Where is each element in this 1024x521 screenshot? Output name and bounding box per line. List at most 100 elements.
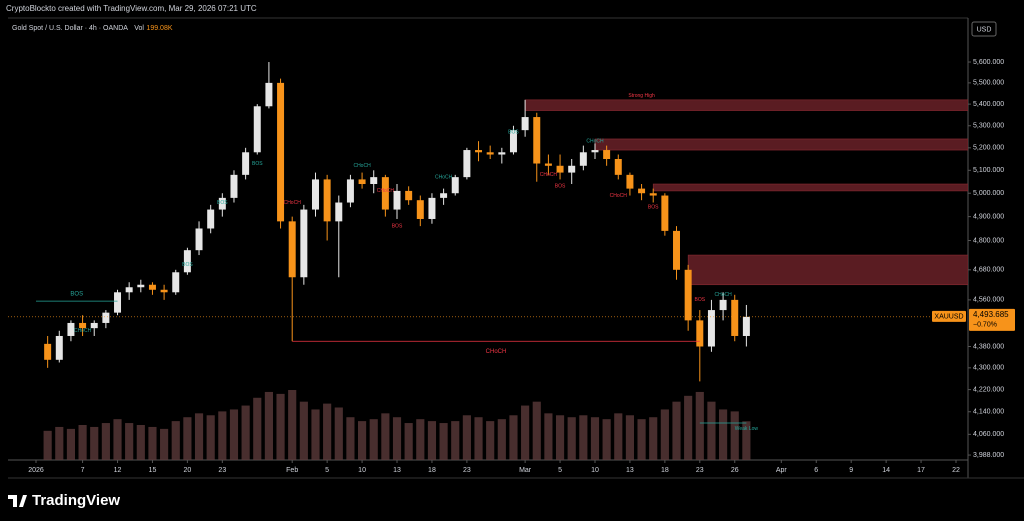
candle-body (102, 312, 110, 323)
volume-bar (334, 407, 343, 460)
symbol: Gold Spot / U.S. Dollar · 4h · OANDA (12, 25, 128, 32)
candle-body (207, 209, 215, 229)
annotation: BOS (555, 184, 566, 190)
annotation: CHoCH (540, 172, 558, 178)
volume-bar (206, 415, 215, 460)
x-tick-label: 6 (814, 467, 818, 474)
candle-body (696, 320, 704, 347)
candle-body (393, 190, 401, 210)
candle-body (707, 310, 715, 347)
currency[interactable]: USD (977, 26, 992, 33)
candle-body (626, 174, 634, 189)
candle-body (486, 152, 494, 155)
x-tick-label: 7 (81, 467, 85, 474)
candle-body (346, 179, 354, 203)
x-tick-label: Feb (286, 467, 298, 474)
x-tick-label: 10 (591, 467, 599, 474)
candle-body (719, 299, 727, 311)
volume-bar (229, 409, 239, 460)
x-tick-label: 12 (114, 467, 122, 474)
volume-bar (684, 395, 693, 460)
annotation: CHoCH (74, 328, 92, 334)
volume-bar (125, 423, 134, 460)
annotation: CHoCH (377, 188, 395, 194)
ticker: XAUUSD (934, 314, 963, 321)
last-price: 4,493.685 (973, 310, 1009, 319)
price-change: −0.70% (973, 322, 997, 329)
annotation: CHoCH (284, 200, 302, 206)
annotation: Strong High (628, 93, 655, 99)
volume-bar (602, 419, 611, 460)
candle-body (277, 82, 285, 222)
volume-bar (55, 426, 64, 460)
volume-bar (323, 403, 332, 460)
brand: TradingView (32, 492, 120, 509)
volume-bar (101, 423, 110, 460)
annotation: BOS (648, 205, 659, 211)
volume-bar (369, 419, 378, 460)
candle-body (323, 179, 331, 222)
y-tick-label: 4,060.000 (973, 431, 1004, 438)
candle-body (649, 193, 657, 196)
x-tick-label: Apr (776, 467, 788, 474)
candle-body (183, 250, 191, 273)
candle-body (742, 316, 750, 336)
candle-body (638, 188, 646, 194)
x-tick-label: 14 (882, 467, 890, 474)
x-tick-label: 5 (325, 467, 329, 474)
volume-bar (451, 421, 460, 460)
annotation: CHoCH (714, 292, 732, 298)
candle-body (230, 174, 238, 198)
candle-body (509, 130, 517, 153)
logo-icon (8, 495, 27, 507)
volume-bar (474, 417, 483, 460)
candle-body (416, 200, 424, 219)
y-tick-label: 4,220.000 (973, 386, 1004, 393)
volume-bar (194, 413, 204, 460)
volume-bar (742, 421, 751, 460)
candle-body (463, 150, 471, 178)
candle-body (614, 159, 622, 175)
volume-bar (392, 417, 402, 460)
candle-body (358, 179, 366, 185)
currency-box[interactable] (971, 21, 997, 37)
volume-bar (660, 409, 669, 460)
y-tick-label: 5,300.000 (973, 123, 1004, 130)
y-tick-label: 5,200.000 (973, 145, 1004, 152)
candle-body (684, 269, 692, 321)
volume-bar (241, 405, 250, 460)
annotation: BOS (182, 262, 193, 268)
candle-body (90, 322, 98, 329)
volume-bar (707, 401, 716, 460)
candle-body (440, 193, 448, 198)
volume-bar (171, 421, 180, 460)
volume-bar (381, 413, 390, 460)
volume-bar (439, 423, 448, 460)
candle-body (265, 82, 273, 107)
volume-bar (113, 419, 122, 460)
x-tick-label: 13 (626, 467, 634, 474)
volume-bar (43, 430, 52, 460)
supply-zone (594, 138, 968, 151)
candle-body (533, 117, 541, 164)
legend: Gold Spot / U.S. Dollar · 4h · OANDA Vol… (12, 25, 173, 32)
supply-zone (652, 183, 968, 192)
candle-body (114, 292, 122, 313)
volume-bar (311, 409, 320, 460)
volume-bar (299, 401, 308, 460)
candle-body (55, 335, 63, 360)
candle-body (568, 165, 576, 173)
candle-body (579, 152, 587, 166)
candle-body (148, 284, 156, 290)
volume-bar (614, 413, 623, 460)
candle-body (125, 287, 133, 293)
y-tick-label: 4,680.000 (973, 267, 1004, 274)
volume-bar (579, 415, 588, 460)
x-tick-label: 20 (183, 467, 191, 474)
y-tick-label: 5,100.000 (973, 167, 1004, 174)
x-tick-label: 2026 (28, 467, 44, 474)
volume-bar (695, 391, 704, 460)
ticker-box (932, 310, 966, 322)
y-tick-label: 5,400.000 (973, 101, 1004, 108)
volume-bar (509, 415, 518, 460)
